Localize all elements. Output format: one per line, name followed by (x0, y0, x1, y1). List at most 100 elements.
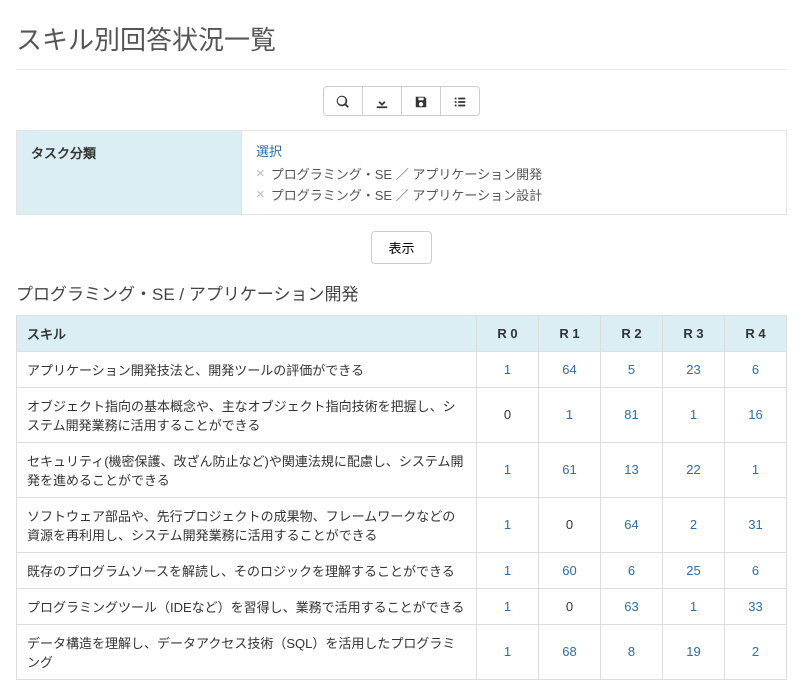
skill-cell: プログラミングツール（IDEなど）を習得し、業務で活用することができる (17, 588, 477, 624)
value-cell: 64 (539, 351, 601, 387)
table-row: オブジェクト指向の基本概念や、主なオブジェクト指向技術を把握し、システム開発業務… (17, 387, 787, 442)
col-r4: R 4 (725, 315, 787, 351)
value-text: 0 (504, 407, 511, 422)
value-link[interactable]: 31 (748, 517, 762, 532)
value-cell: 13 (601, 442, 663, 497)
show-button[interactable]: 表示 (371, 231, 431, 264)
list-button[interactable] (441, 87, 479, 115)
value-link[interactable]: 13 (624, 462, 638, 477)
value-cell: 1 (477, 497, 539, 552)
filter-chip-label: プログラミング・SE ／ アプリケーション開発 (271, 164, 542, 183)
search-button[interactable] (324, 87, 363, 115)
value-link[interactable]: 1 (504, 644, 511, 659)
value-link[interactable]: 1 (504, 563, 511, 578)
value-link[interactable]: 23 (686, 362, 700, 377)
table-row: プログラミングツール（IDEなど）を習得し、業務で活用することができる 1 0 63 1… (17, 588, 787, 624)
value-cell: 33 (725, 588, 787, 624)
value-cell: 1 (477, 351, 539, 387)
skill-table: スキル R 0 R 1 R 2 R 3 R 4 アプリケーション開発技法と、開発… (16, 315, 787, 680)
value-link[interactable]: 81 (624, 407, 638, 422)
skill-cell: 既存のプログラムソースを解読し、そのロジックを理解することができる (17, 552, 477, 588)
value-cell: 1 (477, 588, 539, 624)
value-link[interactable]: 5 (628, 362, 635, 377)
save-button[interactable] (402, 87, 441, 115)
value-cell: 8 (601, 624, 663, 679)
value-link[interactable]: 1 (566, 407, 573, 422)
value-link[interactable]: 8 (628, 644, 635, 659)
table-header-row: スキル R 0 R 1 R 2 R 3 R 4 (17, 315, 787, 351)
filter-body: 選択 × プログラミング・SE ／ アプリケーション開発 ×プログラミング・SE ／… (241, 131, 786, 214)
value-link[interactable]: 6 (752, 362, 759, 377)
col-r1: R 1 (539, 315, 601, 351)
value-link[interactable]: 1 (690, 599, 697, 614)
value-cell: 0 (477, 387, 539, 442)
value-link[interactable]: 19 (686, 644, 700, 659)
value-link[interactable]: 6 (628, 563, 635, 578)
download-icon (375, 95, 389, 109)
skill-cell: データ構造を理解し、データアクセス技術（SQL）を活用したプログラミング (17, 624, 477, 679)
value-cell: 6 (601, 552, 663, 588)
value-link[interactable]: 68 (562, 644, 576, 659)
value-link[interactable]: 64 (562, 362, 576, 377)
value-link[interactable]: 1 (504, 517, 511, 532)
filter-panel: タスク分類 選択 × プログラミング・SE ／ アプリケーション開発 ×プログラミン… (16, 130, 787, 215)
value-cell: 1 (539, 387, 601, 442)
value-link[interactable]: 2 (690, 517, 697, 532)
section-title: プログラミング・SE / アプリケーション開発 (16, 280, 787, 305)
filter-chip: ×プログラミング・SE ／ アプリケーション設計 (256, 185, 772, 204)
value-cell: 1 (663, 588, 725, 624)
value-link[interactable]: 33 (748, 599, 762, 614)
col-r0: R 0 (477, 315, 539, 351)
value-cell: 31 (725, 497, 787, 552)
value-cell: 63 (601, 588, 663, 624)
toolbar (16, 86, 787, 116)
close-icon[interactable]: × (256, 187, 265, 202)
value-cell: 1 (725, 442, 787, 497)
value-text: 0 (566, 599, 573, 614)
value-link[interactable]: 25 (686, 563, 700, 578)
value-link[interactable]: 1 (690, 407, 697, 422)
table-row: 既存のプログラムソースを解読し、そのロジックを理解することができる 1 60 6 25 6 (17, 552, 787, 588)
toolbar-button-group (323, 86, 480, 116)
value-link[interactable]: 16 (748, 407, 762, 422)
value-cell: 68 (539, 624, 601, 679)
value-cell: 25 (663, 552, 725, 588)
value-cell: 23 (663, 351, 725, 387)
close-icon[interactable]: × (256, 166, 265, 181)
download-button[interactable] (363, 87, 402, 115)
value-cell: 2 (725, 624, 787, 679)
value-cell: 0 (539, 497, 601, 552)
value-cell: 1 (477, 552, 539, 588)
value-cell: 81 (601, 387, 663, 442)
value-link[interactable]: 1 (504, 462, 511, 477)
col-r3: R 3 (663, 315, 725, 351)
table-row: ソフトウェア部品や、先行プロジェクトの成果物、フレームワークなどの資源を再利用し… (17, 497, 787, 552)
title-rule (16, 69, 787, 70)
select-link[interactable]: 選択 (256, 141, 772, 160)
table-row: アプリケーション開発技法と、開発ツールの評価ができる1645236 (17, 351, 787, 387)
value-link[interactable]: 1 (504, 599, 511, 614)
value-cell: 2 (663, 497, 725, 552)
value-cell: 64 (601, 497, 663, 552)
value-link[interactable]: 22 (686, 462, 700, 477)
value-link[interactable]: 6 (752, 563, 759, 578)
value-cell: 6 (725, 351, 787, 387)
value-cell: 19 (663, 624, 725, 679)
col-skill: スキル (17, 315, 477, 351)
value-link[interactable]: 63 (624, 599, 638, 614)
value-cell: 6 (725, 552, 787, 588)
value-text: 0 (566, 517, 573, 532)
value-link[interactable]: 2 (752, 644, 759, 659)
value-link[interactable]: 1 (504, 362, 511, 377)
value-link[interactable]: 64 (624, 517, 638, 532)
page-title: スキル別回答状況一覧 (16, 20, 787, 57)
search-icon (336, 95, 350, 109)
filter-label: タスク分類 (31, 143, 221, 202)
value-link[interactable]: 60 (562, 563, 576, 578)
save-icon (414, 95, 428, 109)
value-link[interactable]: 61 (562, 462, 576, 477)
col-r2: R 2 (601, 315, 663, 351)
skill-cell: ソフトウェア部品や、先行プロジェクトの成果物、フレームワークなどの資源を再利用し… (17, 497, 477, 552)
value-cell: 1 (477, 442, 539, 497)
value-link[interactable]: 1 (752, 462, 759, 477)
